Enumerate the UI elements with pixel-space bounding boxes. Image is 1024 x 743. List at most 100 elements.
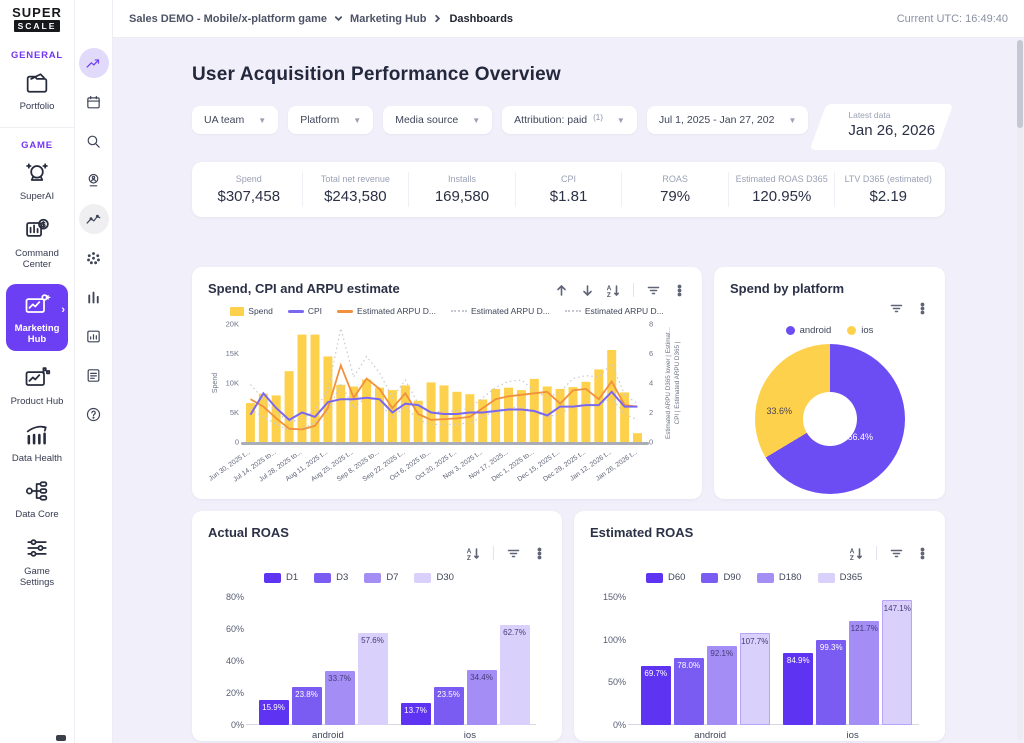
filter-icon[interactable]	[890, 302, 903, 315]
svg-text:A: A	[607, 286, 611, 292]
arrow-down-icon[interactable]	[581, 284, 594, 297]
donut-chart: 66.4% 33.6%	[754, 344, 905, 494]
sidebar-item-superai[interactable]: SuperAI	[6, 159, 68, 202]
combo-chart: 0 5K 10K 15K 20K 0 2 4 6 8 Jun 30, 2025 t... Jul 14…	[208, 316, 686, 491]
filter-ua-team[interactable]: UA team ▼	[192, 106, 279, 134]
chart-title: Estimated ROAS	[590, 525, 694, 540]
arrow-up-icon[interactable]	[555, 284, 568, 297]
chart-title: Spend, CPI and ARPU estimate	[208, 281, 400, 296]
caret-down-icon: ▼	[258, 115, 267, 125]
game-settings-icon	[27, 538, 47, 557]
breadcrumb-page: Dashboards	[449, 12, 514, 25]
svg-text:4: 4	[649, 379, 653, 388]
caret-down-icon: ▼	[472, 115, 481, 125]
legend-item[interactable]: D1	[264, 572, 298, 583]
sidebar-item-product-hub[interactable]: Product Hub	[6, 364, 68, 407]
legend-item[interactable]: D7	[364, 572, 398, 583]
kpi-total-net-revenue: Total net revenue $243,580	[301, 172, 409, 207]
svg-text:2: 2	[649, 408, 653, 417]
bar-android-D365: 107.7%	[739, 633, 770, 725]
legend-item[interactable]: D180	[756, 572, 802, 583]
legend-item[interactable]: ios	[847, 325, 873, 336]
kpi-summary-card: Spend $307,458 Total net revenue $243,580 …	[192, 162, 945, 217]
breadcrumb-game-selector[interactable]: Sales DEMO - Mobile/x-platform game	[129, 12, 328, 25]
rail-trend-chart-icon[interactable]	[78, 48, 109, 78]
superai-crystal-ball-icon	[26, 163, 48, 182]
bar-group-android: 15.9% 23.8% 33.7% 57.6%	[258, 632, 388, 725]
sidebar-item-command-center[interactable]: $ Command Center	[6, 216, 68, 271]
rail-report-icon[interactable]	[79, 360, 109, 390]
scrollbar-track[interactable]	[1017, 40, 1023, 740]
sidebar-scroll-handle[interactable]	[56, 735, 66, 741]
legend-item[interactable]: CPI	[287, 306, 322, 316]
sidebar-item-portfolio[interactable]: Portfolio	[6, 69, 68, 112]
legend-item[interactable]: D365	[817, 572, 862, 583]
filter-icon[interactable]	[647, 284, 660, 297]
svg-text:5K: 5K	[230, 408, 239, 417]
filter-attribution[interactable]: Attribution: paid (1) ▼	[502, 106, 637, 134]
svg-text:10K: 10K	[226, 379, 239, 388]
filter-date-range[interactable]: Jul 1, 2025 - Jan 27, 202 ▼	[646, 106, 809, 134]
rail-chart-box-icon[interactable]	[79, 321, 109, 351]
rail-scatter-icon[interactable]	[79, 243, 109, 273]
filter-icon[interactable]	[890, 547, 903, 560]
latest-data-value: Jan 26, 2026	[848, 122, 936, 139]
legend-item[interactable]: Estimated ARPU D...	[337, 306, 436, 316]
latest-data-label: Latest data	[848, 110, 891, 120]
rail-line-chart-icon[interactable]	[78, 204, 109, 234]
legend-item[interactable]: D30	[414, 572, 454, 583]
chevron-right-icon: ›	[61, 303, 65, 316]
chevron-right-icon	[435, 14, 441, 23]
svg-text:CPI | Estimated ARPU D365 |: CPI | Estimated ARPU D365 |	[674, 341, 681, 424]
kebab-menu-icon[interactable]	[673, 284, 686, 297]
rail-user-cam-icon[interactable]	[79, 165, 109, 195]
kpi-ltv-d365: LTV D365 (estimated) $2.19	[834, 172, 941, 207]
legend-item[interactable]: D60	[646, 572, 685, 583]
rail-search-icon[interactable]	[79, 126, 109, 156]
legend-item[interactable]: D90	[701, 572, 741, 583]
legend-item[interactable]: android	[785, 325, 831, 336]
grouped-bar-chart: D1 D3 D7 D30 0% 20% 40% 60% 80% 15.9% 23.8% 33.7% 57…	[208, 572, 546, 741]
bar-ios-D180: 121.7%	[849, 621, 880, 725]
filter-media-source[interactable]: Media source ▼	[383, 106, 493, 134]
combo-chart-legend: Spend CPI Estimated ARPU D... Estimated ARP…	[208, 306, 686, 316]
sidebar-item-data-health[interactable]: Data Health	[6, 421, 68, 464]
bar-legend: D1 D3 D7 D30	[264, 572, 546, 583]
svg-text:Z: Z	[850, 556, 854, 560]
breadcrumb-section[interactable]: Marketing Hub	[350, 12, 427, 25]
legend-item[interactable]: Estimated ARPU D...	[450, 306, 550, 316]
rail-help-icon[interactable]	[79, 399, 109, 429]
legend-item[interactable]: D3	[314, 572, 348, 583]
data-health-icon	[26, 425, 47, 445]
kebab-menu-icon[interactable]	[916, 302, 929, 315]
filter-icon[interactable]	[507, 547, 520, 560]
bar-ios-D60: 84.9%	[783, 652, 814, 725]
app-logo[interactable]: SUPER SCALE	[0, 0, 74, 38]
rail-calendar-icon[interactable]	[79, 87, 109, 117]
filter-row: UA team ▼ Platform ▼ Media source ▼ Attribu…	[192, 104, 954, 150]
scrollbar-thumb[interactable]	[1017, 40, 1023, 128]
legend-item[interactable]: Estimated ARPU D...	[564, 306, 664, 316]
svg-text:Estimated ARPU D365 lower | Es: Estimated ARPU D365 lower | Estimat...	[665, 327, 672, 439]
main-area: Sales DEMO - Mobile/x-platform game Mark…	[113, 0, 1024, 743]
kpi-estimated-roas-d365: Estimated ROAS D365 120.95%	[727, 172, 835, 207]
sidebar-item-marketing-hub[interactable]: Marketing Hub ›	[6, 283, 68, 352]
bar-android-D1: 15.9%	[258, 699, 289, 725]
svg-text:A: A	[467, 549, 471, 555]
caret-down-icon: ▼	[788, 115, 797, 125]
svg-text:Jun 30, 2025 t...: Jun 30, 2025 t...	[208, 449, 252, 483]
grouped-bar-chart: D60 D90 D180 D365 0% 50% 100% 150% 69.7% 78.0% 92.…	[590, 572, 929, 741]
sidebar-item-data-core[interactable]: Data Core	[6, 477, 68, 520]
sidebar-item-game-settings[interactable]: Game Settings	[6, 534, 68, 589]
kebab-menu-icon[interactable]	[533, 547, 546, 560]
kebab-menu-icon[interactable]	[916, 547, 929, 560]
filter-platform[interactable]: Platform ▼	[288, 106, 374, 134]
rail-bar-chart-icon[interactable]	[79, 282, 109, 312]
legend-item[interactable]: Spend	[230, 306, 273, 316]
